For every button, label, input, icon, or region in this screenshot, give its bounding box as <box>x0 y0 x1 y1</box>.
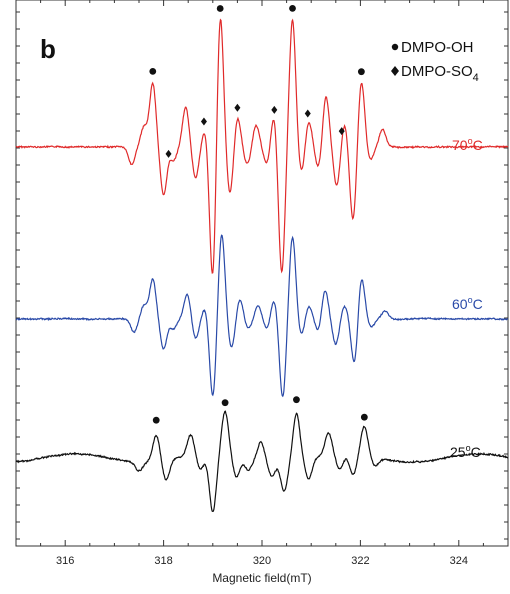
plot-frame <box>15 0 509 547</box>
series-label-70c: 70oC <box>452 136 483 153</box>
series-line-60c <box>15 234 509 398</box>
series-labels: 70oC 60oC 25oC <box>450 136 483 460</box>
dmpo-oh-marker <box>149 68 157 75</box>
legend-circle-icon <box>391 43 399 51</box>
dmpo-so4-marker <box>165 149 172 158</box>
series-label-60c-degree: o <box>468 295 473 305</box>
dmpo-so4-marker <box>304 109 311 118</box>
series-line-70c <box>15 18 509 274</box>
series-label-60c: 60oC <box>452 295 483 312</box>
dmpo-oh-marker <box>152 416 160 424</box>
series-line-25c <box>15 410 509 513</box>
dmpo-oh-marker <box>293 396 300 404</box>
dmpo-so4-marker <box>271 105 278 114</box>
dmpo-oh-marker <box>289 4 296 12</box>
series-label-70c-value: 70 <box>452 137 468 153</box>
panel-letter: b <box>40 34 56 64</box>
x-tick-label: 316 <box>56 555 74 567</box>
legend-label-dmpo-so4-sub: 4 <box>473 72 479 84</box>
series-label-60c-unit: C <box>473 296 483 312</box>
series-label-25c-unit: C <box>471 444 481 460</box>
legend-label-dmpo-oh: DMPO-OH <box>401 39 474 56</box>
dmpo-oh-marker <box>357 68 365 76</box>
legend-label-dmpo-so4: DMPO-SO4 <box>401 63 479 84</box>
x-axis-title: Magnetic field(mT) <box>212 571 311 585</box>
dmpo-so4-marker <box>234 103 241 112</box>
peak-markers <box>149 4 368 424</box>
axis-ticks: 316 318 320 322 324 <box>15 0 509 567</box>
x-tick-label: 322 <box>351 555 369 567</box>
dmpo-oh-marker <box>221 399 229 407</box>
legend-label-dmpo-so4-main: DMPO-SO <box>401 63 473 80</box>
series-label-70c-unit: C <box>473 137 483 153</box>
dmpo-oh-marker <box>360 413 368 421</box>
legend-diamond-icon <box>391 66 399 76</box>
series-label-60c-value: 60 <box>452 296 468 312</box>
dmpo-so4-marker <box>338 127 345 136</box>
spectra-curves <box>15 18 509 513</box>
x-tick-label: 318 <box>154 555 172 567</box>
series-label-25c-degree: o <box>466 443 471 453</box>
dmpo-so4-marker <box>200 117 207 126</box>
series-label-25c-value: 25 <box>450 444 466 460</box>
series-label-25c: 25oC <box>450 443 481 460</box>
series-label-70c-degree: o <box>468 136 473 146</box>
legend: DMPO-OH DMPO-SO4 <box>391 39 479 84</box>
dmpo-oh-marker <box>216 5 224 12</box>
x-tick-label: 324 <box>450 555 468 567</box>
x-tick-label: 320 <box>253 555 271 567</box>
